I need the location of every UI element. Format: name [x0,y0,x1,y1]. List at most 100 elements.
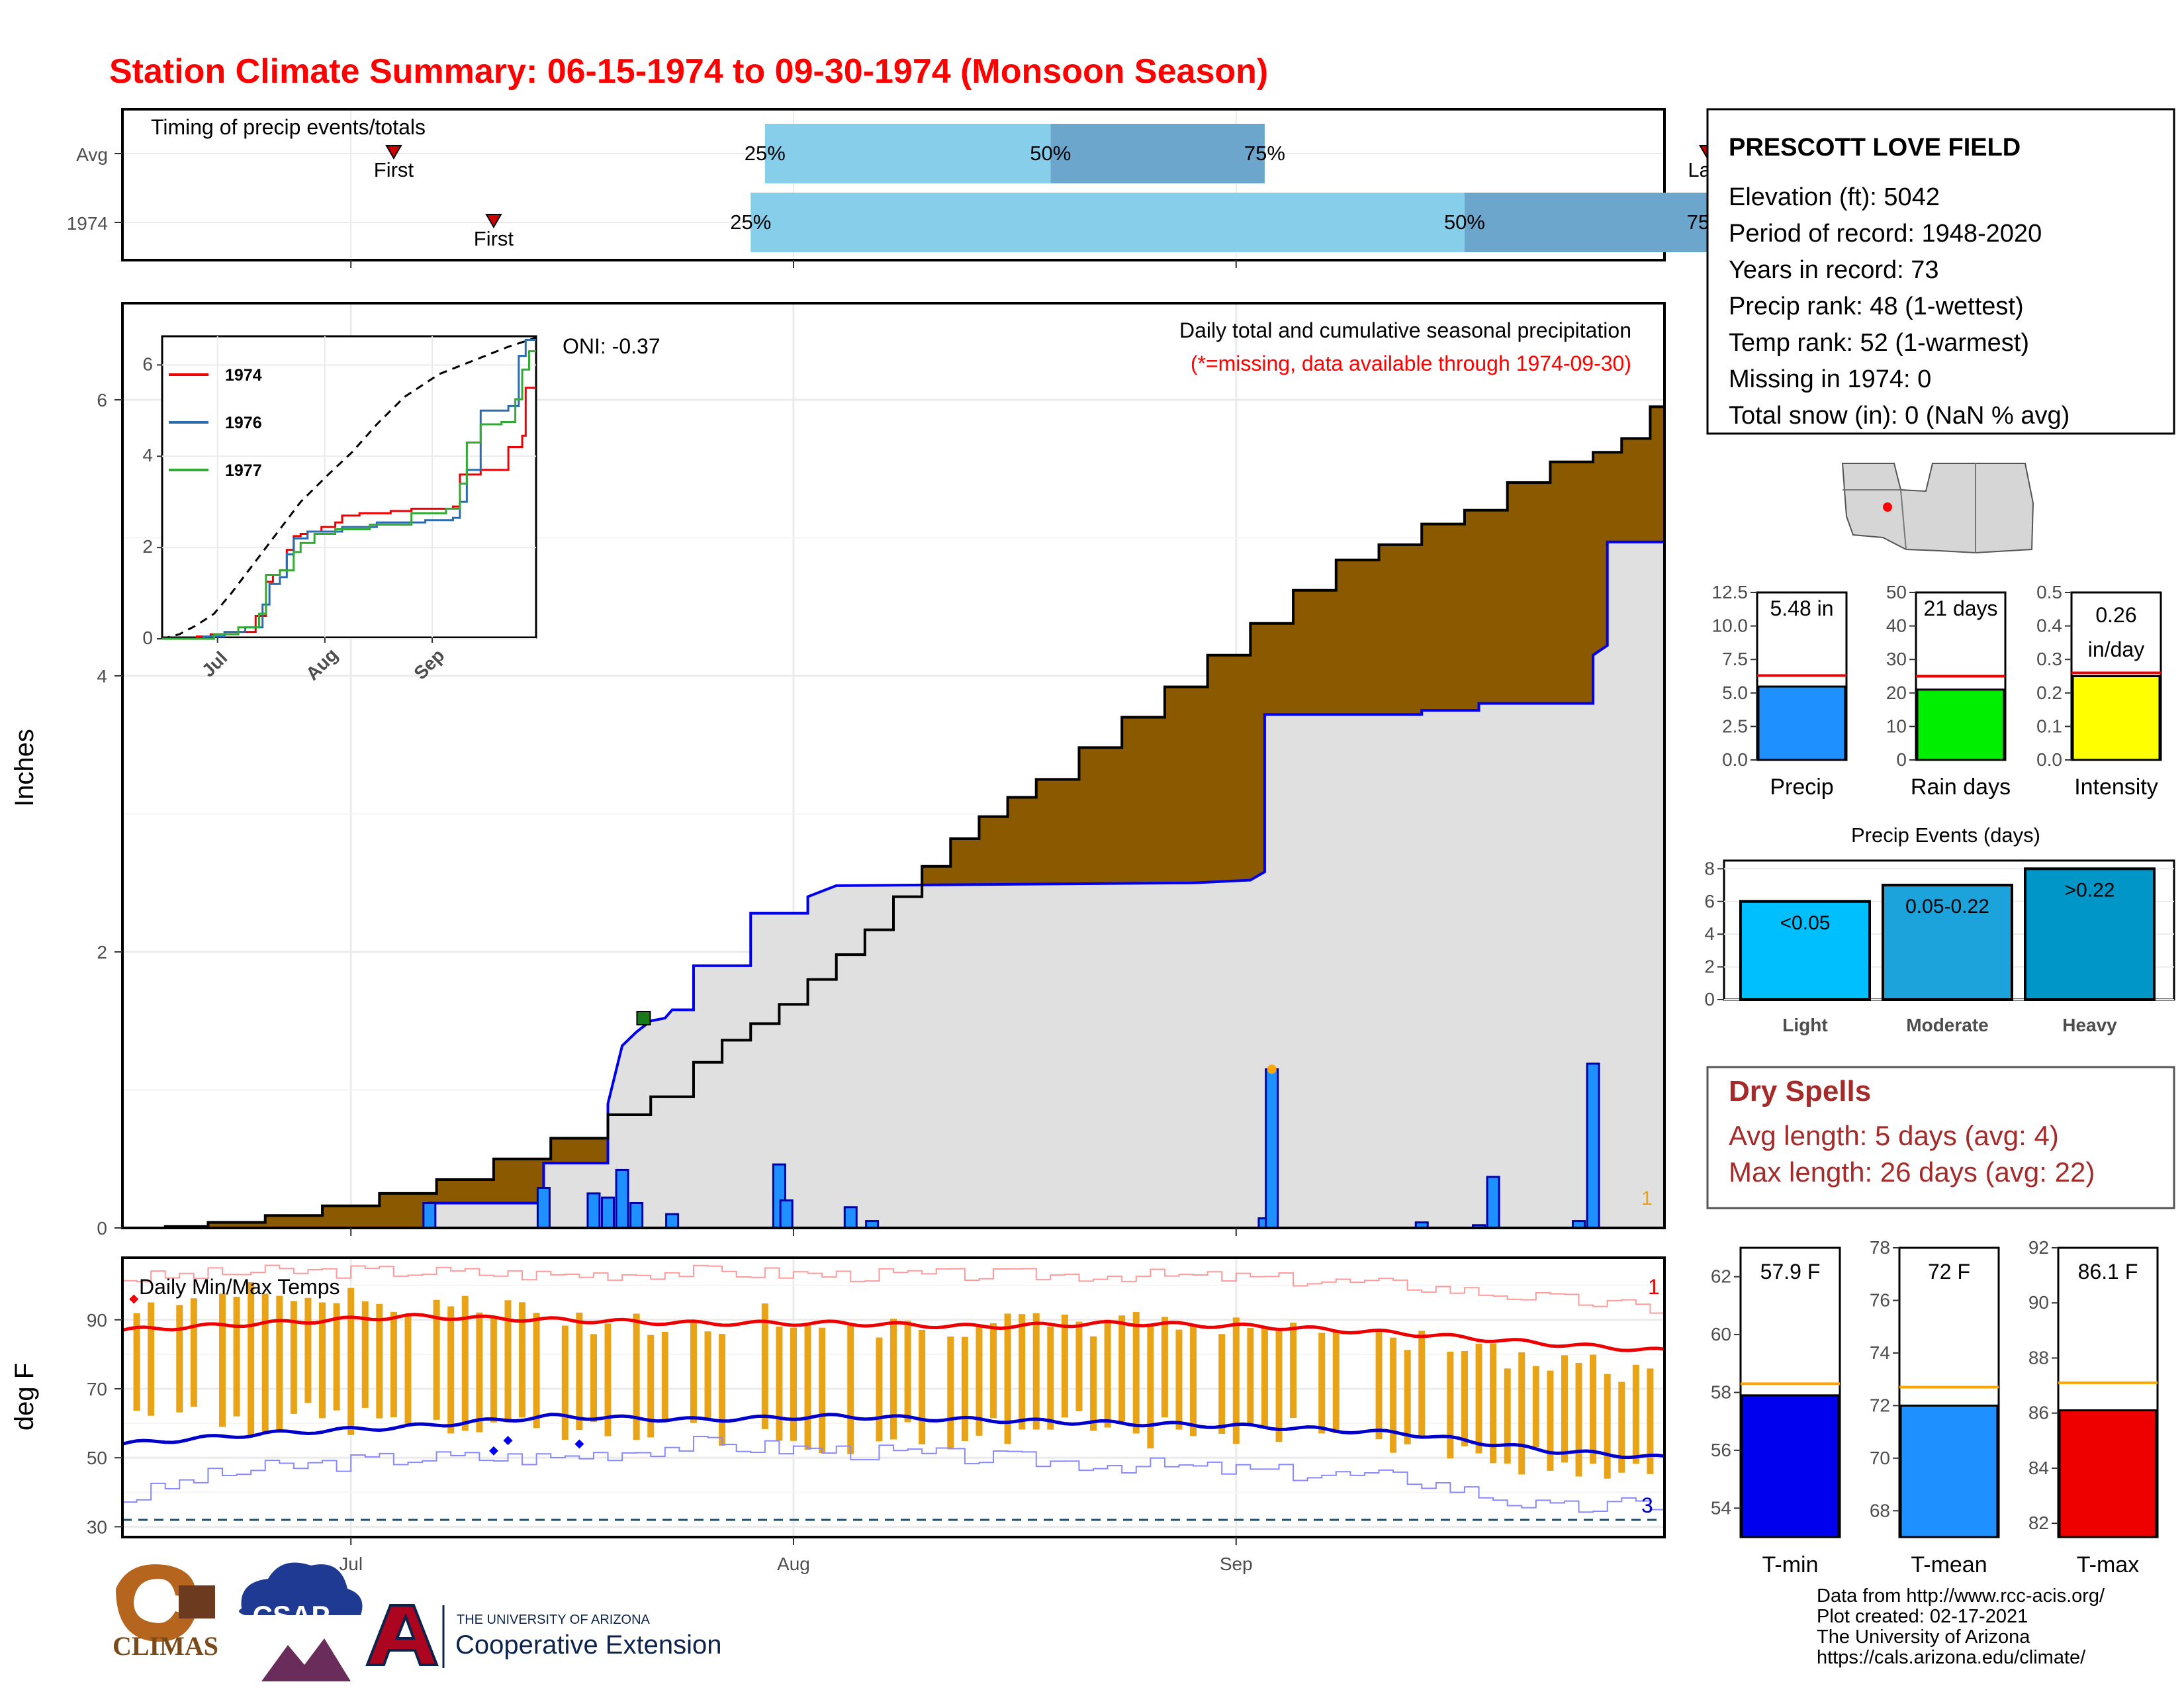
summary-bar-tick-label: 0 [1896,749,1907,770]
daily-temp-range-bar [1047,1327,1054,1430]
ua-a-icon [365,1604,439,1666]
daily-temp-range-bar [1161,1317,1168,1418]
x-axis-month-labels: Jul Aug Sep [339,260,1253,1574]
daily-temp-range-bar [604,1323,612,1436]
average-cumulative-area [122,541,1664,1228]
record-low-diamond-icon [488,1446,498,1456]
temp-y-tick-label: 50 [87,1448,107,1468]
ua-logo: THE UNIVERSITY OF ARIZONA Cooperative Ex… [365,1604,721,1668]
station-detail-line: Missing in 1974: 0 [1729,365,1931,393]
precip-chart [122,393,1666,1229]
summary-bar-tick-label: 5.0 [1722,682,1748,703]
temp-bar-tick-label: 76 [1870,1289,1890,1310]
summary-bar-tick-label: 10.0 [1712,616,1749,636]
daily-temp-range-bar [1632,1364,1639,1464]
summary-bar-rain-days [1916,688,2005,761]
temp-bar-t-max [2058,1409,2158,1538]
marker-green-square-icon [636,1011,651,1026]
daily-temp-range-bar [947,1336,954,1450]
daily-temp-range-bar [1604,1374,1611,1479]
credit-line: Data from http://www.rcc-acis.org/ [1817,1585,2105,1607]
timing-p50-label: 50% [1444,211,1485,234]
daily-temp-range-bar [976,1327,983,1436]
precip-events-tick-label: 4 [1704,923,1715,944]
daily-temp-range-bar [761,1303,768,1429]
station-name: PRESCOTT LOVE FIELD [1729,134,2021,162]
daily-temp-range-bar [1132,1312,1140,1434]
precip-y-tick-label: 4 [97,666,107,686]
timing-p25-label: 25% [745,142,786,165]
daily-temp-range-bar [504,1300,512,1423]
daily-temp-range-bar [647,1335,655,1438]
daily-temp-range-bar [233,1296,240,1417]
summary-bar-name: Rain days [1911,774,2011,800]
precip-events-category-label: Moderate [1906,1015,1988,1035]
precip-events-category-label: Heavy [2062,1015,2117,1035]
daily-temp-range-bar [519,1302,526,1418]
daily-temp-range-bar [1175,1329,1183,1430]
daily-temp-range-bar [1418,1331,1426,1436]
precip-y-axis-label: Inches [10,729,39,807]
summary-bar-value: 21 days [1923,596,1997,620]
daily-precip-bar [1586,1062,1600,1229]
timing-first-marker-icon [485,214,502,228]
daily-precip-bar [1486,1176,1500,1229]
daily-temp-range-bar [590,1334,597,1423]
daily-temp-range-bar [1490,1343,1497,1464]
temp-chart [122,1264,1665,1521]
inset-legend-label: 1977 [225,461,262,480]
map-border-az [1900,489,1907,550]
daily-temp-range-bar [176,1305,183,1413]
credit-line: https://cals.arizona.edu/climate/ [1817,1647,2086,1668]
dry-spells-frame [1706,1066,2175,1209]
record-low-line [122,1435,1665,1513]
credit-line: Plot created: 02-17-2021 [1817,1606,2028,1627]
record-low-diamond-icon [503,1436,513,1446]
summary-bar-tick-label: 12.5 [1712,582,1749,602]
inset-legend: 1974 1976 1977 [169,366,262,480]
daily-temp-range-bar [904,1321,911,1423]
temp-bar-tick-label: 54 [1711,1497,1731,1518]
daily-temp-range-bar [1004,1313,1011,1444]
timing-row-label-year: 1974 [67,213,108,234]
daily-temp-range-bar [633,1313,640,1440]
daily-precip-bar [586,1192,601,1229]
timing-panel-label: Timing of precip events/totals [151,115,426,139]
daily-temp-range-bar [404,1313,412,1425]
daily-precip-bar [422,1201,437,1229]
summary-bar-tick-label: 0.5 [2036,582,2062,602]
summary-bar-tick-label: 0.3 [2036,649,2062,669]
daily-temp-range-bar [776,1327,783,1441]
record-low-count: 3 [1641,1493,1653,1517]
daily-precip-bar [615,1168,629,1229]
daily-temp-range-bar [1561,1355,1568,1463]
temp-bar-value: 86.1 F [2078,1260,2138,1284]
daily-precip-bar [601,1196,615,1229]
temp-bar-tick-label: 86 [2028,1403,2049,1423]
daily-temp-range-bar [1247,1328,1254,1424]
daily-temp-range-bar [1532,1366,1539,1448]
daily-temp-range-bar [1404,1350,1411,1444]
temp-bar-name: T-mean [1911,1552,1987,1577]
temp-bar-tick-label: 70 [1870,1448,1890,1468]
daily-temp-range-bar [704,1331,711,1420]
daily-temp-range-bar [290,1301,297,1414]
temp-bar-tick-label: 56 [1711,1440,1731,1460]
temperature-bar-charts: 54 56 58 60 62 57.9 F T-min 68 70 72 74 76 78 72 F T-m… [1711,1237,2159,1577]
credits: Data from http://www.rcc-acis.org/Plot c… [1817,1585,2105,1668]
temp-bar-tick-label: 74 [1870,1342,1890,1363]
precip-events-range-label: 0.05-0.22 [1905,896,1989,917]
daily-temp-range-bar [476,1312,483,1432]
summary-bar-name: Intensity [2074,774,2158,800]
csap-logo: CSAP [239,1562,363,1681]
csap-cloud-icon [239,1562,363,1615]
daily-temp-range-bar [133,1313,140,1411]
oni-value: ONI: -0.37 [563,334,660,358]
temp-bar-tick-label: 72 [1870,1395,1890,1415]
map-region [1841,463,2034,554]
daily-temp-range-bar [1575,1362,1582,1477]
daily-temp-range-bar [1075,1321,1083,1411]
daily-temp-range-bar [990,1323,997,1419]
daily-temp-range-bar [1118,1315,1126,1422]
daily-temp-range-bar [447,1306,455,1434]
